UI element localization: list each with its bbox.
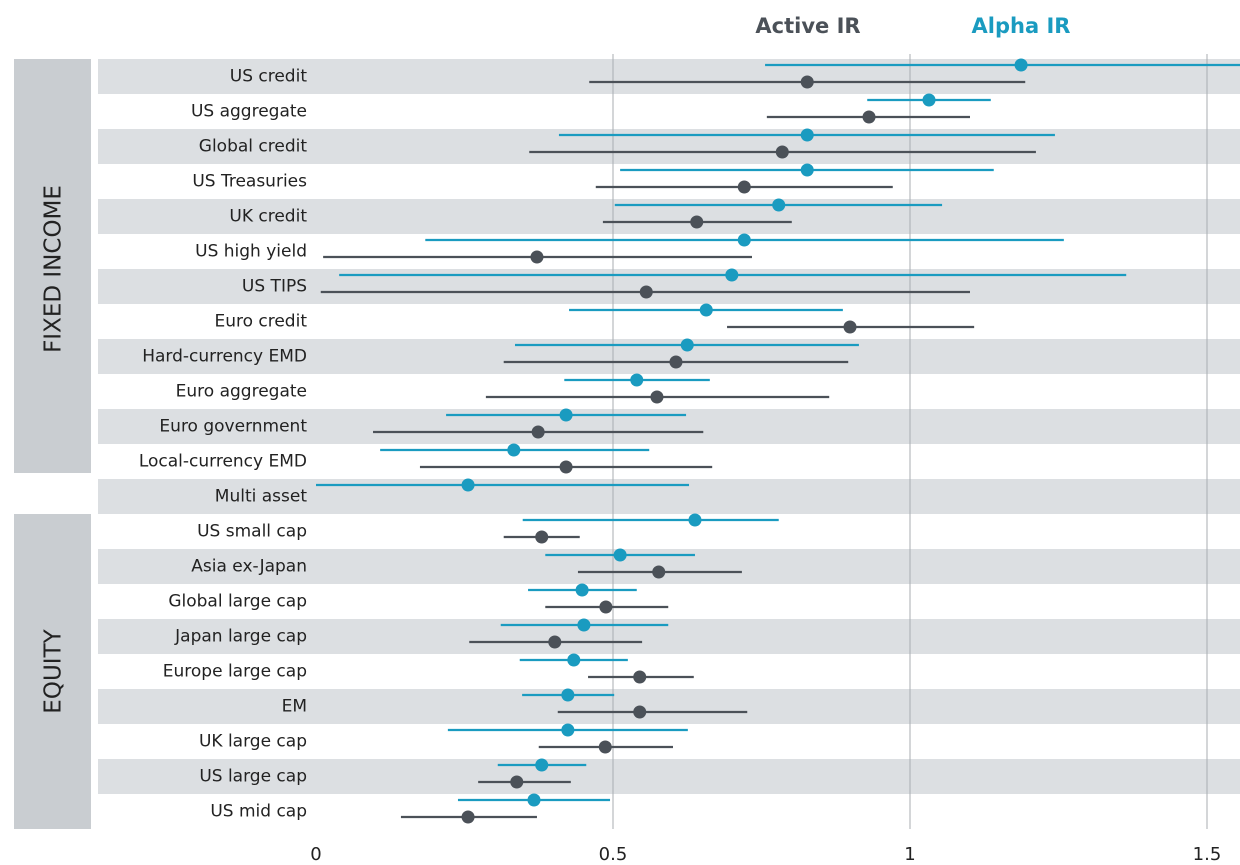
- category-label: UK credit: [229, 207, 307, 227]
- x-tick-label: 0.5: [599, 844, 628, 865]
- group-label: EQUITY: [41, 628, 67, 713]
- dot: [690, 215, 704, 229]
- category-label: Japan large cap: [174, 627, 307, 647]
- labels: US credit US aggregate Global credit US Tre…: [41, 14, 1222, 865]
- dot: [652, 565, 666, 579]
- category-label: Asia ex-Japan: [191, 557, 307, 577]
- dot: [800, 163, 814, 177]
- dot: [630, 373, 644, 387]
- group-label: FIXED INCOME: [41, 185, 67, 353]
- dot: [800, 128, 814, 142]
- dot: [1014, 58, 1028, 72]
- row-band: [98, 689, 1240, 724]
- dot: [633, 670, 647, 684]
- dot: [775, 145, 789, 159]
- dot: [599, 600, 613, 614]
- dot: [559, 460, 573, 474]
- dot: [567, 653, 581, 667]
- dot: [843, 320, 857, 334]
- x-tick-label: 1.5: [1193, 844, 1222, 865]
- category-label: Hard-currency EMD: [142, 347, 307, 367]
- group-box: [14, 514, 91, 829]
- dot: [531, 425, 545, 439]
- dot: [577, 618, 591, 632]
- dot: [535, 530, 549, 544]
- dot: [548, 635, 562, 649]
- category-label: US Treasuries: [192, 172, 307, 192]
- dot: [575, 583, 589, 597]
- marks: [316, 58, 1240, 824]
- legend-label: Alpha IR: [972, 14, 1071, 38]
- category-label: US small cap: [197, 522, 307, 542]
- category-label: US credit: [230, 67, 308, 87]
- dot: [650, 390, 664, 404]
- category-label: Euro government: [159, 417, 307, 437]
- category-label: Global large cap: [168, 592, 307, 612]
- dot: [737, 180, 751, 194]
- dot: [725, 268, 739, 282]
- dot: [510, 775, 524, 789]
- dot: [461, 478, 475, 492]
- category-label: UK large cap: [199, 732, 307, 752]
- dot: [598, 740, 612, 754]
- row-band: [98, 759, 1240, 794]
- dot: [530, 250, 544, 264]
- category-label: Multi asset: [215, 487, 308, 507]
- group-box: [14, 59, 91, 473]
- dot: [922, 93, 936, 107]
- dot: [559, 408, 573, 422]
- category-label: US large cap: [199, 767, 307, 787]
- grid: [612, 54, 1208, 829]
- category-label: Local-currency EMD: [139, 452, 307, 472]
- category-label: EM: [282, 697, 307, 717]
- dot: [862, 110, 876, 124]
- category-label: US TIPS: [242, 277, 307, 297]
- category-label: US aggregate: [191, 102, 307, 122]
- dot: [561, 723, 575, 737]
- dot: [688, 513, 702, 527]
- dot: [461, 810, 475, 824]
- dot: [535, 758, 549, 772]
- dot: [772, 198, 786, 212]
- dot: [699, 303, 713, 317]
- legend-label: Active IR: [755, 14, 860, 38]
- category-label: Global credit: [199, 137, 308, 157]
- dot: [507, 443, 521, 457]
- x-tick-label: 1: [904, 844, 915, 865]
- dot: [633, 705, 647, 719]
- dot: [561, 688, 575, 702]
- category-label: US mid cap: [210, 802, 307, 822]
- category-label: US high yield: [195, 242, 307, 262]
- dot: [737, 233, 751, 247]
- dot: [527, 793, 541, 807]
- category-label: Europe large cap: [163, 662, 307, 682]
- dot: [613, 548, 627, 562]
- dot: [680, 338, 694, 352]
- dot: [800, 75, 814, 89]
- category-label: Euro credit: [214, 312, 307, 332]
- row-band: [98, 619, 1240, 654]
- dot: [669, 355, 683, 369]
- category-label: Euro aggregate: [176, 382, 307, 402]
- dot: [639, 285, 653, 299]
- x-tick-label: 0: [310, 844, 321, 865]
